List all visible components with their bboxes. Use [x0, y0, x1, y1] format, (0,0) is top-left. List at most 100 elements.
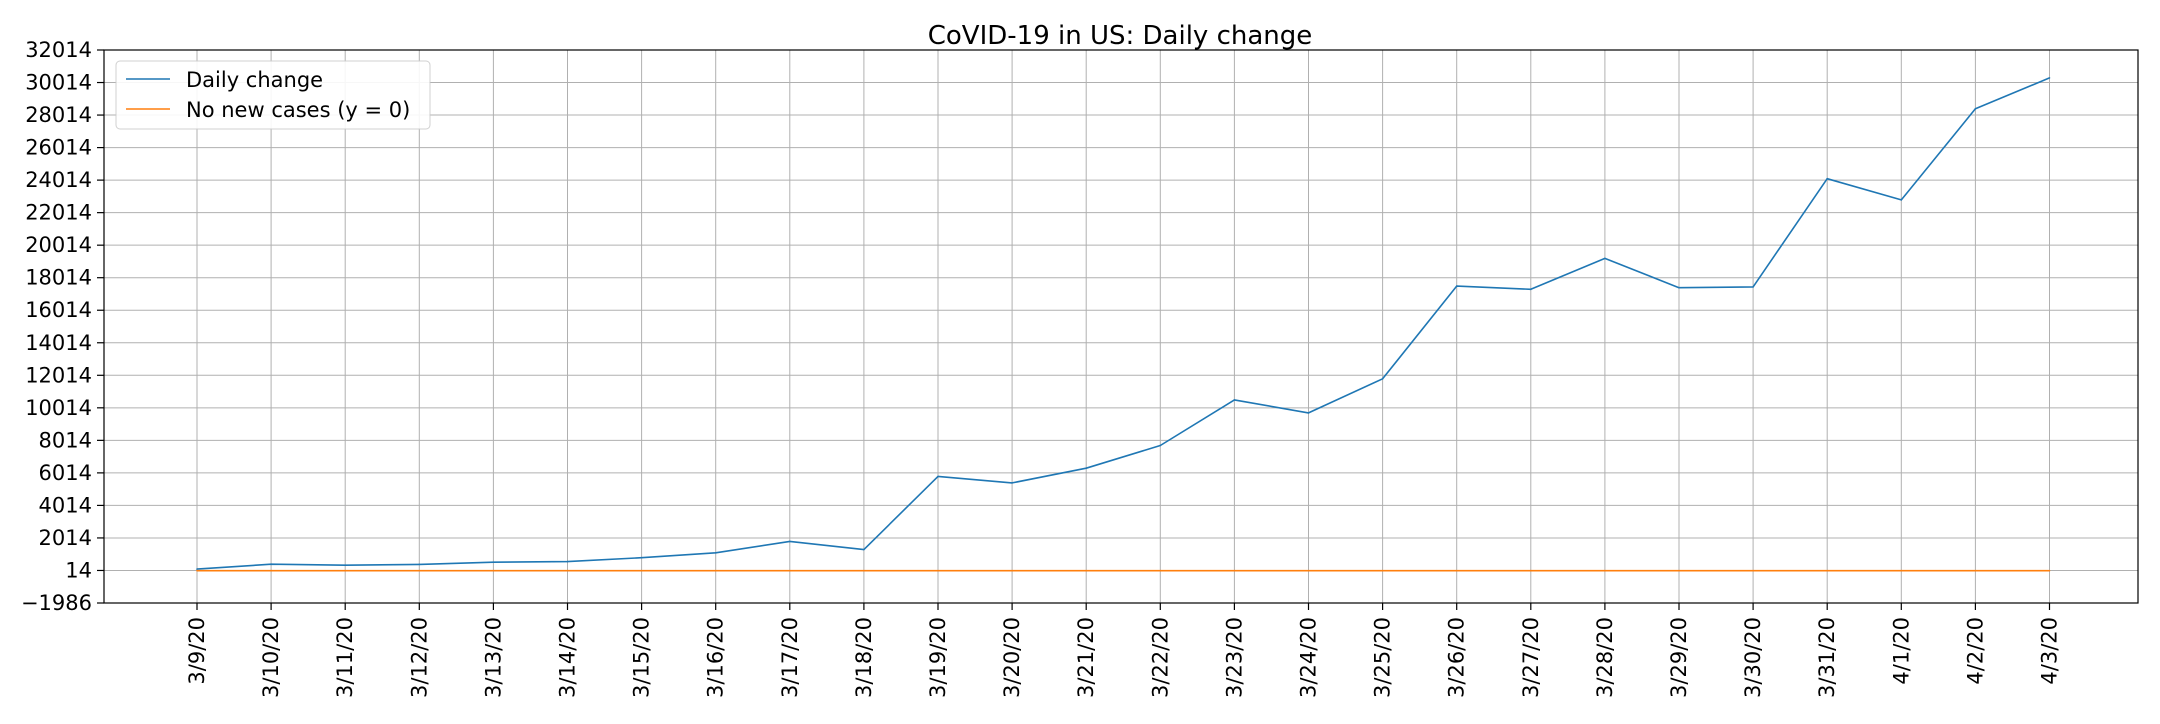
- data-point-no-new-cases: [1307, 569, 1310, 572]
- x-tick-label: 3/27/20: [1519, 617, 1543, 698]
- y-tick-label: 26014: [25, 136, 92, 160]
- chart-title: CoVID-19 in US: Daily change: [928, 21, 1313, 51]
- data-point-daily-change: [566, 560, 569, 563]
- grid: [104, 49, 2138, 604]
- x-tick-label: 4/1/20: [1889, 617, 1913, 685]
- data-point-no-new-cases: [1678, 569, 1680, 572]
- y-tick-label: 22014: [25, 201, 92, 225]
- x-tick-label: 3/29/20: [1667, 617, 1691, 698]
- data-point-no-new-cases: [640, 569, 643, 572]
- x-tick-label: 3/19/20: [926, 617, 950, 698]
- data-point-no-new-cases: [1455, 569, 1458, 572]
- data-point-daily-change: [863, 548, 865, 551]
- data-point-daily-change: [1159, 444, 1162, 447]
- y-tick-label: 30014: [25, 71, 92, 95]
- data-point-daily-change: [1974, 107, 1977, 110]
- y-tick-label: 18014: [25, 266, 92, 290]
- y-tick-label: 4014: [39, 493, 92, 517]
- x-tick-label: 3/14/20: [556, 617, 580, 698]
- x-tick-label: 4/2/20: [1963, 617, 1987, 685]
- y-tick-label: −1986: [21, 591, 92, 615]
- data-point-no-new-cases: [1381, 569, 1384, 572]
- y-tick-label: 6014: [39, 461, 92, 485]
- y-tick-label: 10014: [25, 396, 92, 420]
- x-tick-label: 3/20/20: [1000, 617, 1024, 698]
- y-tick-label: 14: [65, 558, 92, 582]
- data-point-daily-change: [1678, 286, 1680, 289]
- x-tick-label: 3/24/20: [1297, 617, 1321, 698]
- data-point-no-new-cases: [270, 569, 272, 572]
- y-tick-label: 16014: [25, 298, 92, 322]
- series-line-daily-change: [196, 77, 2050, 570]
- data-point-no-new-cases: [1530, 569, 1532, 572]
- legend-box: [115, 60, 431, 130]
- legend-label-daily-change: Daily change: [186, 68, 323, 92]
- data-point-daily-change: [789, 540, 791, 543]
- x-tick-label: 4/3/20: [2038, 617, 2062, 685]
- data-point-no-new-cases: [492, 569, 495, 572]
- series-group: [196, 77, 2051, 572]
- x-tick-label: 3/18/20: [852, 617, 876, 698]
- x-tick-label: 3/10/20: [259, 617, 283, 698]
- plot-frame: [103, 49, 2139, 604]
- x-tick-label: 3/11/20: [333, 617, 357, 698]
- x-axis: 3/9/20 3/10/20 3/11/20 3/12/20 3/13/20 3/14/2…: [185, 603, 2062, 698]
- data-point-daily-change: [344, 564, 347, 566]
- y-tick-label: 32014: [25, 38, 92, 62]
- x-tick-label: 3/21/20: [1074, 617, 1098, 698]
- data-point-daily-change: [1752, 286, 1754, 288]
- data-point-daily-change: [1826, 177, 1828, 180]
- data-point-daily-change: [1455, 285, 1458, 287]
- data-point-no-new-cases: [1826, 569, 1828, 572]
- data-point-daily-change: [1900, 199, 1903, 201]
- x-tick-label: 3/25/20: [1371, 617, 1395, 698]
- y-tick-label: 24014: [25, 168, 92, 192]
- data-point-daily-change: [1604, 257, 1606, 260]
- data-point-daily-change: [937, 475, 939, 478]
- data-point-no-new-cases: [1900, 569, 1903, 572]
- data-point-no-new-cases: [2048, 569, 2051, 572]
- data-point-daily-change: [714, 552, 717, 554]
- data-point-no-new-cases: [1011, 569, 1013, 572]
- y-tick-label: 20014: [25, 233, 92, 257]
- legend-label-no-new-cases: No new cases (y = 0): [186, 98, 410, 122]
- x-tick-label: 3/31/20: [1815, 617, 1839, 698]
- x-tick-label: 3/17/20: [778, 617, 802, 698]
- x-tick-label: 3/30/20: [1741, 617, 1765, 698]
- data-point-daily-change: [1085, 467, 1087, 470]
- data-point-no-new-cases: [196, 569, 198, 572]
- data-point-daily-change: [492, 561, 495, 564]
- y-tick-label: 8014: [39, 428, 92, 452]
- x-tick-label: 3/12/20: [407, 617, 431, 698]
- data-point-no-new-cases: [937, 569, 939, 572]
- y-tick-label: 14014: [25, 331, 92, 355]
- data-point-daily-change: [1233, 399, 1236, 401]
- data-point-daily-change: [1381, 377, 1384, 380]
- data-point-daily-change: [196, 568, 198, 570]
- data-point-daily-change: [2048, 77, 2051, 79]
- legend: Daily change No new cases (y = 0): [115, 60, 431, 130]
- data-point-no-new-cases: [1974, 569, 1977, 572]
- data-point-no-new-cases: [863, 569, 865, 572]
- x-tick-label: 3/16/20: [704, 617, 728, 698]
- data-point-daily-change: [270, 563, 272, 565]
- x-tick-label: 3/28/20: [1593, 617, 1617, 698]
- y-tick-label: 28014: [25, 103, 92, 127]
- data-point-daily-change: [1530, 288, 1532, 291]
- data-point-no-new-cases: [418, 569, 421, 572]
- x-tick-label: 3/23/20: [1222, 617, 1246, 698]
- data-point-no-new-cases: [789, 569, 791, 572]
- data-point-daily-change: [418, 563, 421, 566]
- x-tick-label: 3/13/20: [481, 617, 505, 698]
- data-point-no-new-cases: [1752, 569, 1754, 572]
- data-point-no-new-cases: [344, 569, 347, 572]
- x-tick-label: 3/22/20: [1148, 617, 1172, 698]
- data-point-no-new-cases: [1159, 569, 1162, 572]
- y-tick-label: 12014: [25, 363, 92, 387]
- x-tick-label: 3/26/20: [1445, 617, 1469, 698]
- data-point-no-new-cases: [1604, 569, 1606, 572]
- data-point-daily-change: [640, 556, 643, 559]
- y-axis: −1986 14 2014 4014 6014 8014 10014 12014 14014 16…: [21, 38, 104, 615]
